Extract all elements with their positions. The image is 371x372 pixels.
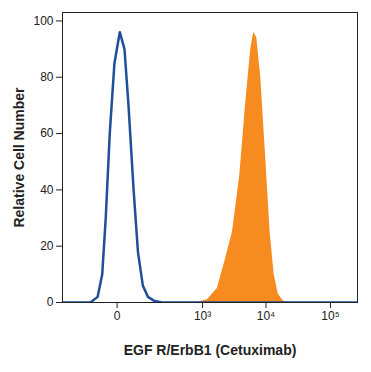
svg-text:0: 0 [47,295,54,309]
svg-text:Relative Cell Number: Relative Cell Number [11,87,27,228]
svg-text:10³: 10³ [194,309,211,323]
svg-text:80: 80 [40,70,54,84]
svg-text:EGF R/ErbB1 (Cetuximab): EGF R/ErbB1 (Cetuximab) [124,342,297,358]
svg-text:20: 20 [40,239,54,253]
svg-text:100: 100 [33,14,53,28]
svg-text:10⁵: 10⁵ [321,309,339,323]
svg-text:10⁴: 10⁴ [257,309,276,323]
svg-text:40: 40 [40,183,54,197]
svg-text:60: 60 [40,126,54,140]
svg-text:0: 0 [114,309,121,323]
